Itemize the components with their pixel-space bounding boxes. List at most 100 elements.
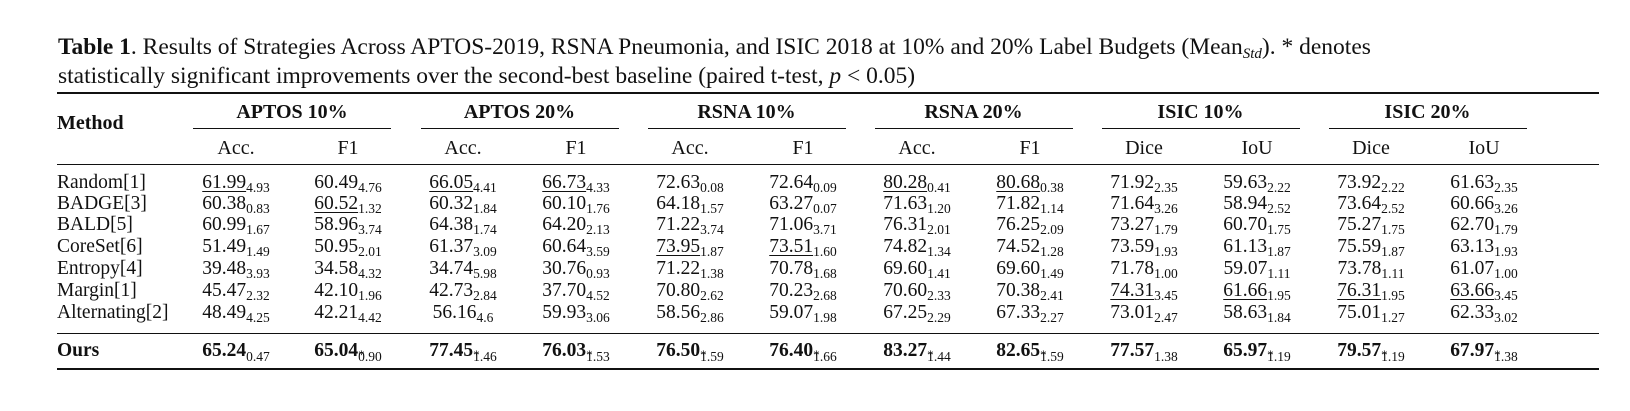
- table-cell: 63.131.93: [1450, 236, 1518, 260]
- cell-mean: 63.27: [769, 193, 814, 214]
- cell-std: 1.95: [1381, 288, 1405, 303]
- table-cell: 59.071.11: [1224, 258, 1291, 282]
- cell-std: 2.09: [1040, 222, 1064, 237]
- cell-std: 2.52: [1267, 201, 1291, 216]
- cell-std: 0.09: [813, 180, 837, 195]
- table-cell: 37.704.52: [542, 280, 610, 304]
- cell-std: 0.07: [813, 201, 837, 216]
- significance-star: *: [700, 347, 707, 362]
- cell-mean: 71.64: [1110, 193, 1155, 214]
- table-cell: 61.131.87: [1223, 236, 1291, 260]
- table-cell: 75.271.75: [1337, 214, 1405, 238]
- cell-mean: 64.18: [656, 193, 701, 214]
- cell-std: 2.32: [246, 288, 270, 303]
- metric-header: IoU: [1468, 137, 1500, 159]
- cell-std: 0.08: [700, 180, 724, 195]
- cell-mean: 73.64: [1337, 193, 1382, 214]
- cell-mean: 48.49: [202, 302, 247, 323]
- cell-mean: 66.73: [542, 172, 587, 193]
- cell-mean: 50.95: [314, 236, 359, 257]
- cell-std: 1.19: [1267, 349, 1291, 364]
- group-header: RSNA 10%: [697, 101, 796, 123]
- table-cell: 61.661.95: [1223, 280, 1291, 304]
- cell-mean: 70.60: [883, 280, 928, 301]
- cell-mean: 59.93: [542, 302, 587, 323]
- cell-mean: 60.10: [542, 193, 587, 214]
- cell-std: 1.67: [246, 222, 270, 237]
- cell-std: 1.53: [586, 349, 610, 364]
- group-header: APTOS 10%: [236, 101, 348, 123]
- table-cell: 42.732.84: [429, 280, 497, 304]
- cell-std: 1.44: [927, 349, 951, 364]
- table-cell: 45.472.32: [202, 280, 270, 304]
- table-cell: 73.591.93: [1110, 236, 1178, 260]
- cell-mean: 71.78: [1110, 258, 1155, 279]
- cell-std: 3.71: [813, 222, 837, 237]
- table-cell: 61.632.35: [1450, 172, 1518, 196]
- metric-header: IoU: [1241, 137, 1273, 159]
- table-cell: 70.382.41: [996, 280, 1064, 304]
- cell-std: 4.76: [358, 180, 382, 195]
- cell-mean: 67.25: [883, 302, 928, 323]
- table-cell: 59.071.98: [769, 302, 837, 326]
- cell-mean: 70.78: [769, 258, 814, 279]
- group-underline: [1101, 128, 1300, 129]
- cell-mean: 73.27: [1110, 214, 1155, 235]
- table-cell: 42.101.96: [314, 280, 382, 304]
- group-underline: [420, 128, 619, 129]
- cell-std: 1.87: [700, 244, 724, 259]
- table-cell: 77.45 * 1.46: [429, 340, 497, 365]
- cell-mean: 82.65: [996, 340, 1041, 361]
- cell-std: 1.59: [1040, 349, 1064, 364]
- cell-std: 4.32: [358, 266, 382, 281]
- table-cell: 74.313.45: [1110, 280, 1178, 304]
- significance-star: *: [586, 347, 593, 362]
- cell-mean: 72.63: [656, 172, 701, 193]
- cell-std: 1.96: [358, 288, 382, 303]
- cell-mean: 34.74: [429, 258, 474, 279]
- cell-mean: 76.31: [883, 214, 928, 235]
- table-cell: 67.252.29: [883, 302, 951, 326]
- cell-mean: 37.70: [542, 280, 587, 301]
- cell-mean: 74.82: [883, 236, 928, 257]
- metric-header: F1: [337, 137, 359, 159]
- cell-mean: 60.70: [1223, 214, 1268, 235]
- cell-std: 2.22: [1267, 180, 1291, 195]
- table-cell: 72.630.08: [656, 172, 724, 196]
- caption-text-1: . Results of Strategies Across APTOS-201…: [130, 34, 1243, 60]
- table-cell: 64.181.57: [656, 193, 724, 217]
- table-cell: 70.781.68: [769, 258, 837, 282]
- cell-mean: 65.97: [1223, 340, 1268, 361]
- table-cell: 77.571.38: [1110, 340, 1178, 365]
- cell-std: 3.09: [473, 244, 497, 259]
- table-cell: 76.03 * 1.53: [542, 340, 610, 365]
- table-cell: 62.701.79: [1450, 214, 1518, 238]
- cell-std: 1.59: [700, 349, 724, 364]
- metric-header: Dice: [1352, 137, 1390, 159]
- cell-mean: 67.33: [996, 302, 1041, 323]
- method-name: CoreSet[6]: [57, 236, 143, 257]
- cell-std: 1.93: [1154, 244, 1178, 259]
- cell-std: 2.62: [700, 288, 724, 303]
- table-cell: 83.27 * 1.44: [883, 340, 951, 365]
- table-cell: 60.521.32: [314, 193, 382, 217]
- cell-mean: 71.22: [656, 214, 701, 235]
- significance-star: *: [473, 347, 480, 362]
- cell-mean: 75.59: [1337, 236, 1382, 257]
- table-cell: 65.240.47: [202, 340, 270, 365]
- cell-mean: 76.03: [542, 340, 587, 361]
- cell-mean: 62.70: [1450, 214, 1495, 235]
- cell-mean: 76.40: [769, 340, 814, 361]
- cell-mean: 42.10: [314, 280, 359, 301]
- cell-std: 2.41: [1040, 288, 1064, 303]
- cell-mean: 59.63: [1223, 172, 1268, 193]
- cell-mean: 63.13: [1450, 236, 1495, 257]
- table-cell: 60.321.84: [429, 193, 497, 217]
- cell-mean: 45.47: [202, 280, 247, 301]
- cell-std: 1.14: [1040, 201, 1064, 216]
- table-cell: 30.760.93: [542, 258, 610, 282]
- cell-mean: 74.31: [1110, 280, 1155, 301]
- cell-mean: 73.59: [1110, 236, 1155, 257]
- cell-std: 1.75: [1267, 222, 1291, 237]
- significance-star: *: [813, 347, 820, 362]
